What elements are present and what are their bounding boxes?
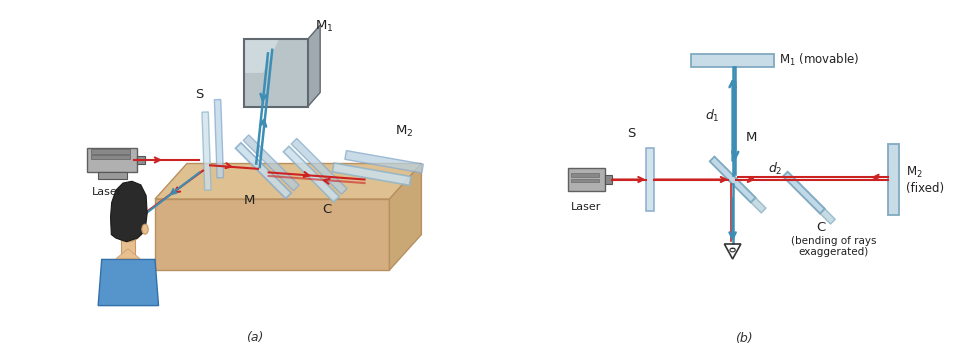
Polygon shape bbox=[284, 146, 339, 202]
Polygon shape bbox=[783, 172, 825, 214]
Polygon shape bbox=[155, 199, 389, 270]
Bar bbox=[605, 176, 612, 183]
Polygon shape bbox=[332, 163, 410, 185]
Text: M$_1$: M$_1$ bbox=[315, 19, 333, 34]
Bar bbox=[91, 149, 130, 154]
Ellipse shape bbox=[141, 224, 148, 234]
FancyBboxPatch shape bbox=[88, 148, 137, 172]
Polygon shape bbox=[345, 150, 423, 173]
FancyBboxPatch shape bbox=[567, 168, 605, 191]
Ellipse shape bbox=[111, 202, 145, 242]
Bar bbox=[91, 155, 130, 159]
Text: M$_2$
(fixed): M$_2$ (fixed) bbox=[906, 164, 944, 195]
Text: (bending of rays
exaggerated): (bending of rays exaggerated) bbox=[791, 236, 877, 257]
Polygon shape bbox=[292, 139, 347, 194]
Text: Laser: Laser bbox=[92, 187, 122, 197]
Bar bbox=[691, 54, 774, 67]
Text: M: M bbox=[746, 131, 758, 144]
Bar bbox=[98, 172, 127, 180]
Text: M$_2$: M$_2$ bbox=[395, 123, 413, 139]
Polygon shape bbox=[214, 99, 223, 178]
Text: (b): (b) bbox=[735, 332, 753, 345]
Text: S: S bbox=[627, 127, 636, 140]
Text: (a): (a) bbox=[246, 331, 263, 344]
Text: S: S bbox=[195, 88, 204, 101]
Polygon shape bbox=[794, 182, 836, 224]
Bar bbox=[571, 173, 600, 177]
Polygon shape bbox=[116, 249, 140, 259]
Polygon shape bbox=[202, 112, 211, 190]
Text: M: M bbox=[244, 194, 254, 207]
Text: M$_1$ (movable): M$_1$ (movable) bbox=[779, 52, 860, 68]
Polygon shape bbox=[244, 135, 299, 191]
Bar bbox=[137, 156, 145, 164]
Polygon shape bbox=[98, 260, 159, 306]
Polygon shape bbox=[710, 157, 756, 202]
Text: $d_2$: $d_2$ bbox=[768, 161, 783, 177]
Text: C: C bbox=[816, 221, 826, 234]
Text: $d_1$: $d_1$ bbox=[705, 108, 720, 124]
Polygon shape bbox=[235, 143, 292, 199]
Bar bbox=[121, 238, 135, 258]
Polygon shape bbox=[389, 163, 421, 270]
Bar bbox=[646, 148, 654, 211]
Text: C: C bbox=[323, 202, 332, 216]
Bar bbox=[571, 179, 600, 182]
Polygon shape bbox=[244, 39, 279, 73]
Polygon shape bbox=[110, 181, 147, 242]
Polygon shape bbox=[721, 167, 766, 213]
Polygon shape bbox=[308, 25, 320, 107]
Polygon shape bbox=[155, 163, 421, 199]
Bar bbox=[888, 144, 899, 215]
Polygon shape bbox=[244, 39, 308, 107]
Text: Laser: Laser bbox=[571, 202, 602, 212]
